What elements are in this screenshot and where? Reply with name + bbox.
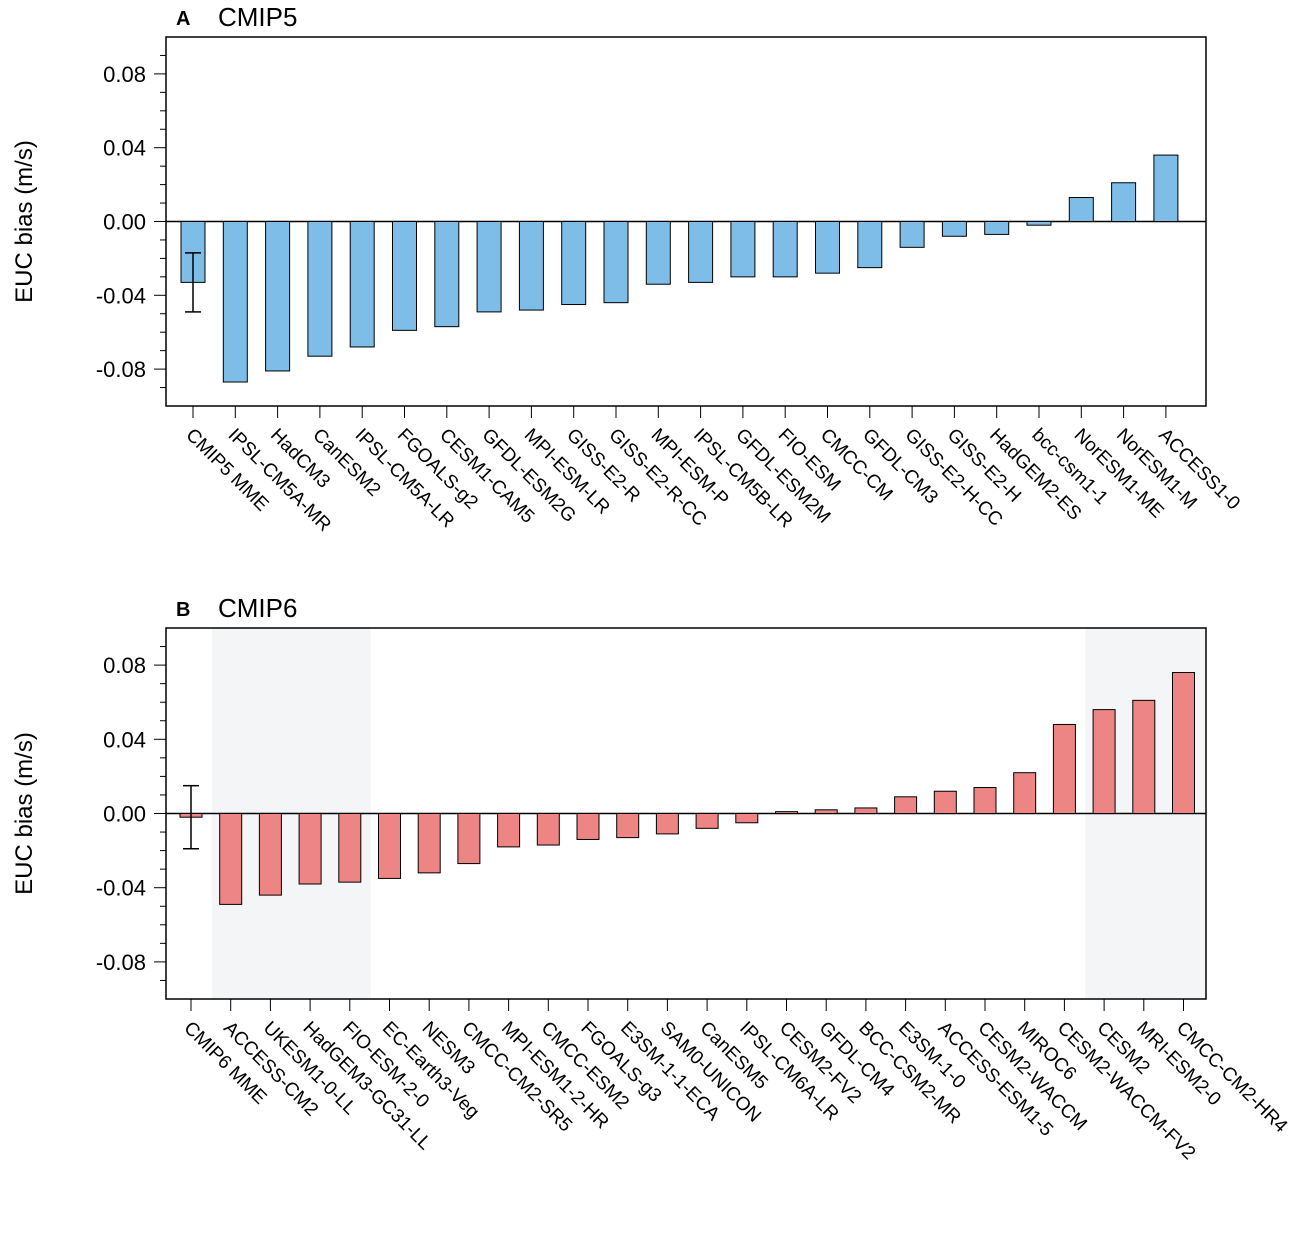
y-tick-label: -0.08 [96, 950, 146, 975]
bar-hadcm3 [265, 221, 291, 372]
bar-fgoals-g2 [392, 221, 417, 331]
bar-cmcc-esm2 [536, 813, 560, 846]
y-tick-label: 0.04 [103, 727, 146, 752]
bar-gfdl-esm2m [730, 221, 756, 278]
bar-bcc-csm1-1 [1026, 221, 1052, 226]
bar-hadgem3-gc31-ll [298, 813, 322, 885]
panel-letter: B [176, 599, 190, 621]
bar-access-cm2 [219, 813, 243, 905]
bar-e3sm-1-1-eca [616, 813, 640, 839]
bar-canesm5 [695, 813, 719, 829]
bar-giss-e2-h [941, 221, 967, 237]
bar-bcc-csm2-mr [854, 807, 878, 814]
bar-mri-esm2-0 [1132, 699, 1156, 814]
y-tick-label: 0.08 [103, 653, 146, 678]
y-tick-label: -0.04 [96, 283, 146, 308]
bar-noresm1-m [1111, 182, 1137, 223]
y-tick-label: -0.04 [96, 876, 146, 901]
bar-cmcc-cm2-hr4 [1172, 672, 1195, 815]
bar-mpi-esm-p [645, 221, 671, 285]
bar-ec-earth3-veg [378, 813, 401, 879]
bar-cesm2-waccm [973, 787, 997, 815]
bar-cesm2 [1092, 709, 1116, 814]
bar-ipsl-cm6a-lr [735, 813, 759, 824]
bar-fio-esm [772, 221, 798, 278]
bar-canesm2 [307, 221, 333, 357]
bar-miroc6 [1013, 772, 1037, 815]
bar-mpi-esm1-2-hr [497, 813, 521, 848]
bar-gfdl-cm3 [857, 221, 883, 269]
y-tick-label: 0.04 [103, 136, 146, 161]
bar-cmcc-cm [815, 221, 840, 274]
bar-gfdl-cm4 [814, 809, 838, 814]
bar-noresm1-me [1068, 197, 1094, 222]
bar-access1-0 [1153, 154, 1179, 222]
bar-fgoals-g3 [576, 813, 600, 840]
bar-e3sm-1-0 [894, 796, 918, 814]
bar-giss-e2-r-cc [603, 221, 629, 304]
bar-giss-e2-r [561, 221, 587, 306]
bar-access-esm1-5 [933, 790, 957, 814]
bar-mpi-esm-lr [518, 221, 544, 311]
bar-giss-e2-h-cc [899, 221, 925, 248]
panel-letter: A [176, 8, 190, 30]
chart-title: CMIP5 [218, 2, 297, 32]
bar-ipsl-cm5a-lr [349, 221, 375, 348]
bar-ipsl-cm5a-mr [222, 221, 248, 383]
bar-gfdl-esm2g [476, 221, 502, 313]
bar-cmcc-cm2-sr5 [457, 813, 481, 865]
y-tick-label: -0.08 [96, 357, 146, 382]
y-tick-label: 0.00 [103, 210, 146, 235]
chart-title: CMIP6 [218, 593, 297, 623]
y-tick-label: 0.00 [103, 802, 146, 827]
bar-cesm2-waccm-fv2 [1052, 723, 1076, 815]
y-axis-label: EUC bias (m/s) [11, 732, 38, 895]
bar-sam0-unicon [655, 813, 679, 835]
bar-nesm3 [417, 813, 441, 874]
bar-ipsl-cm5b-lr [688, 221, 714, 283]
y-tick-label: 0.08 [103, 62, 146, 87]
bar-hadgem2-es [984, 221, 1010, 235]
bar-cesm2-fv2 [775, 811, 798, 815]
bar-cesm1-cam5 [434, 221, 460, 328]
bar-fio-esm-2-0 [338, 813, 362, 883]
bar-ukesm1-0-ll [258, 813, 282, 896]
y-axis-label: EUC bias (m/s) [11, 140, 38, 303]
